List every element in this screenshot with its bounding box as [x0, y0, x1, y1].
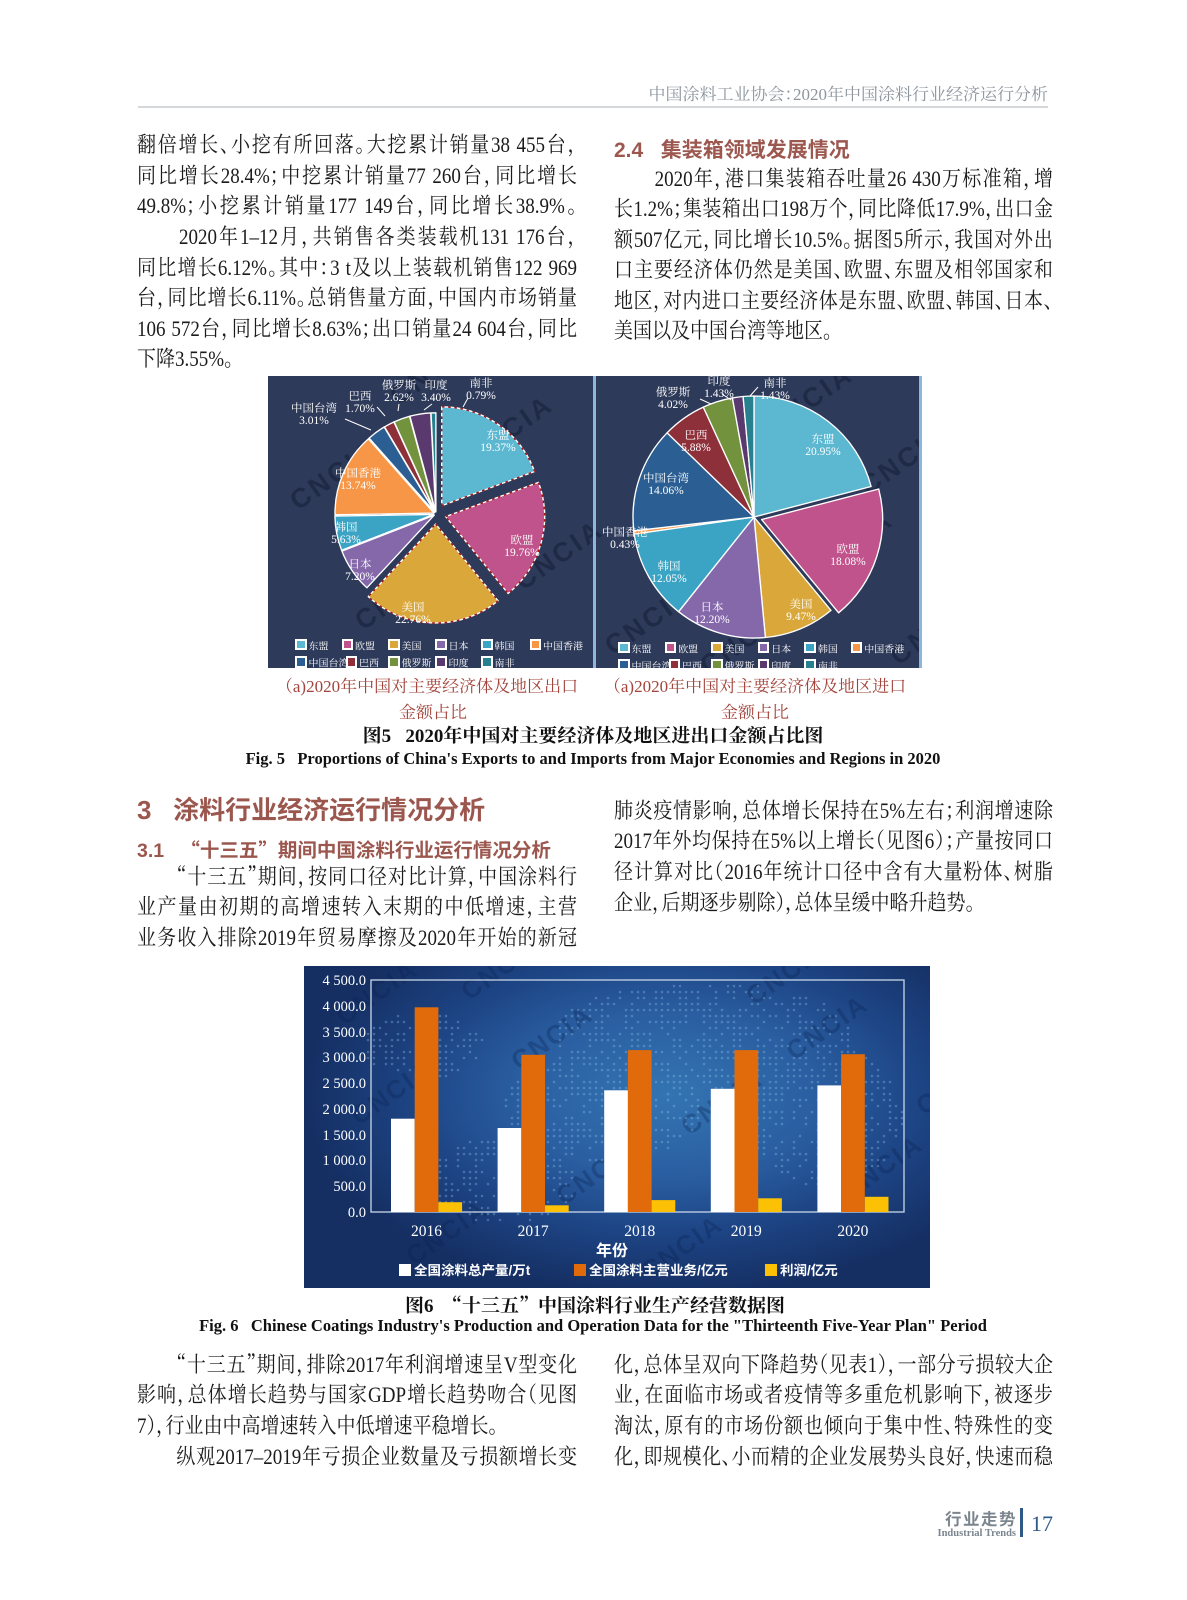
svg-text:CNCIA: CNCIA [455, 966, 548, 1006]
svg-text:CNCIA: CNCIA [884, 589, 922, 668]
svg-text:CNCIA: CNCIA [910, 1043, 930, 1121]
svg-text:CNCIA: CNCIA [740, 966, 833, 1011]
